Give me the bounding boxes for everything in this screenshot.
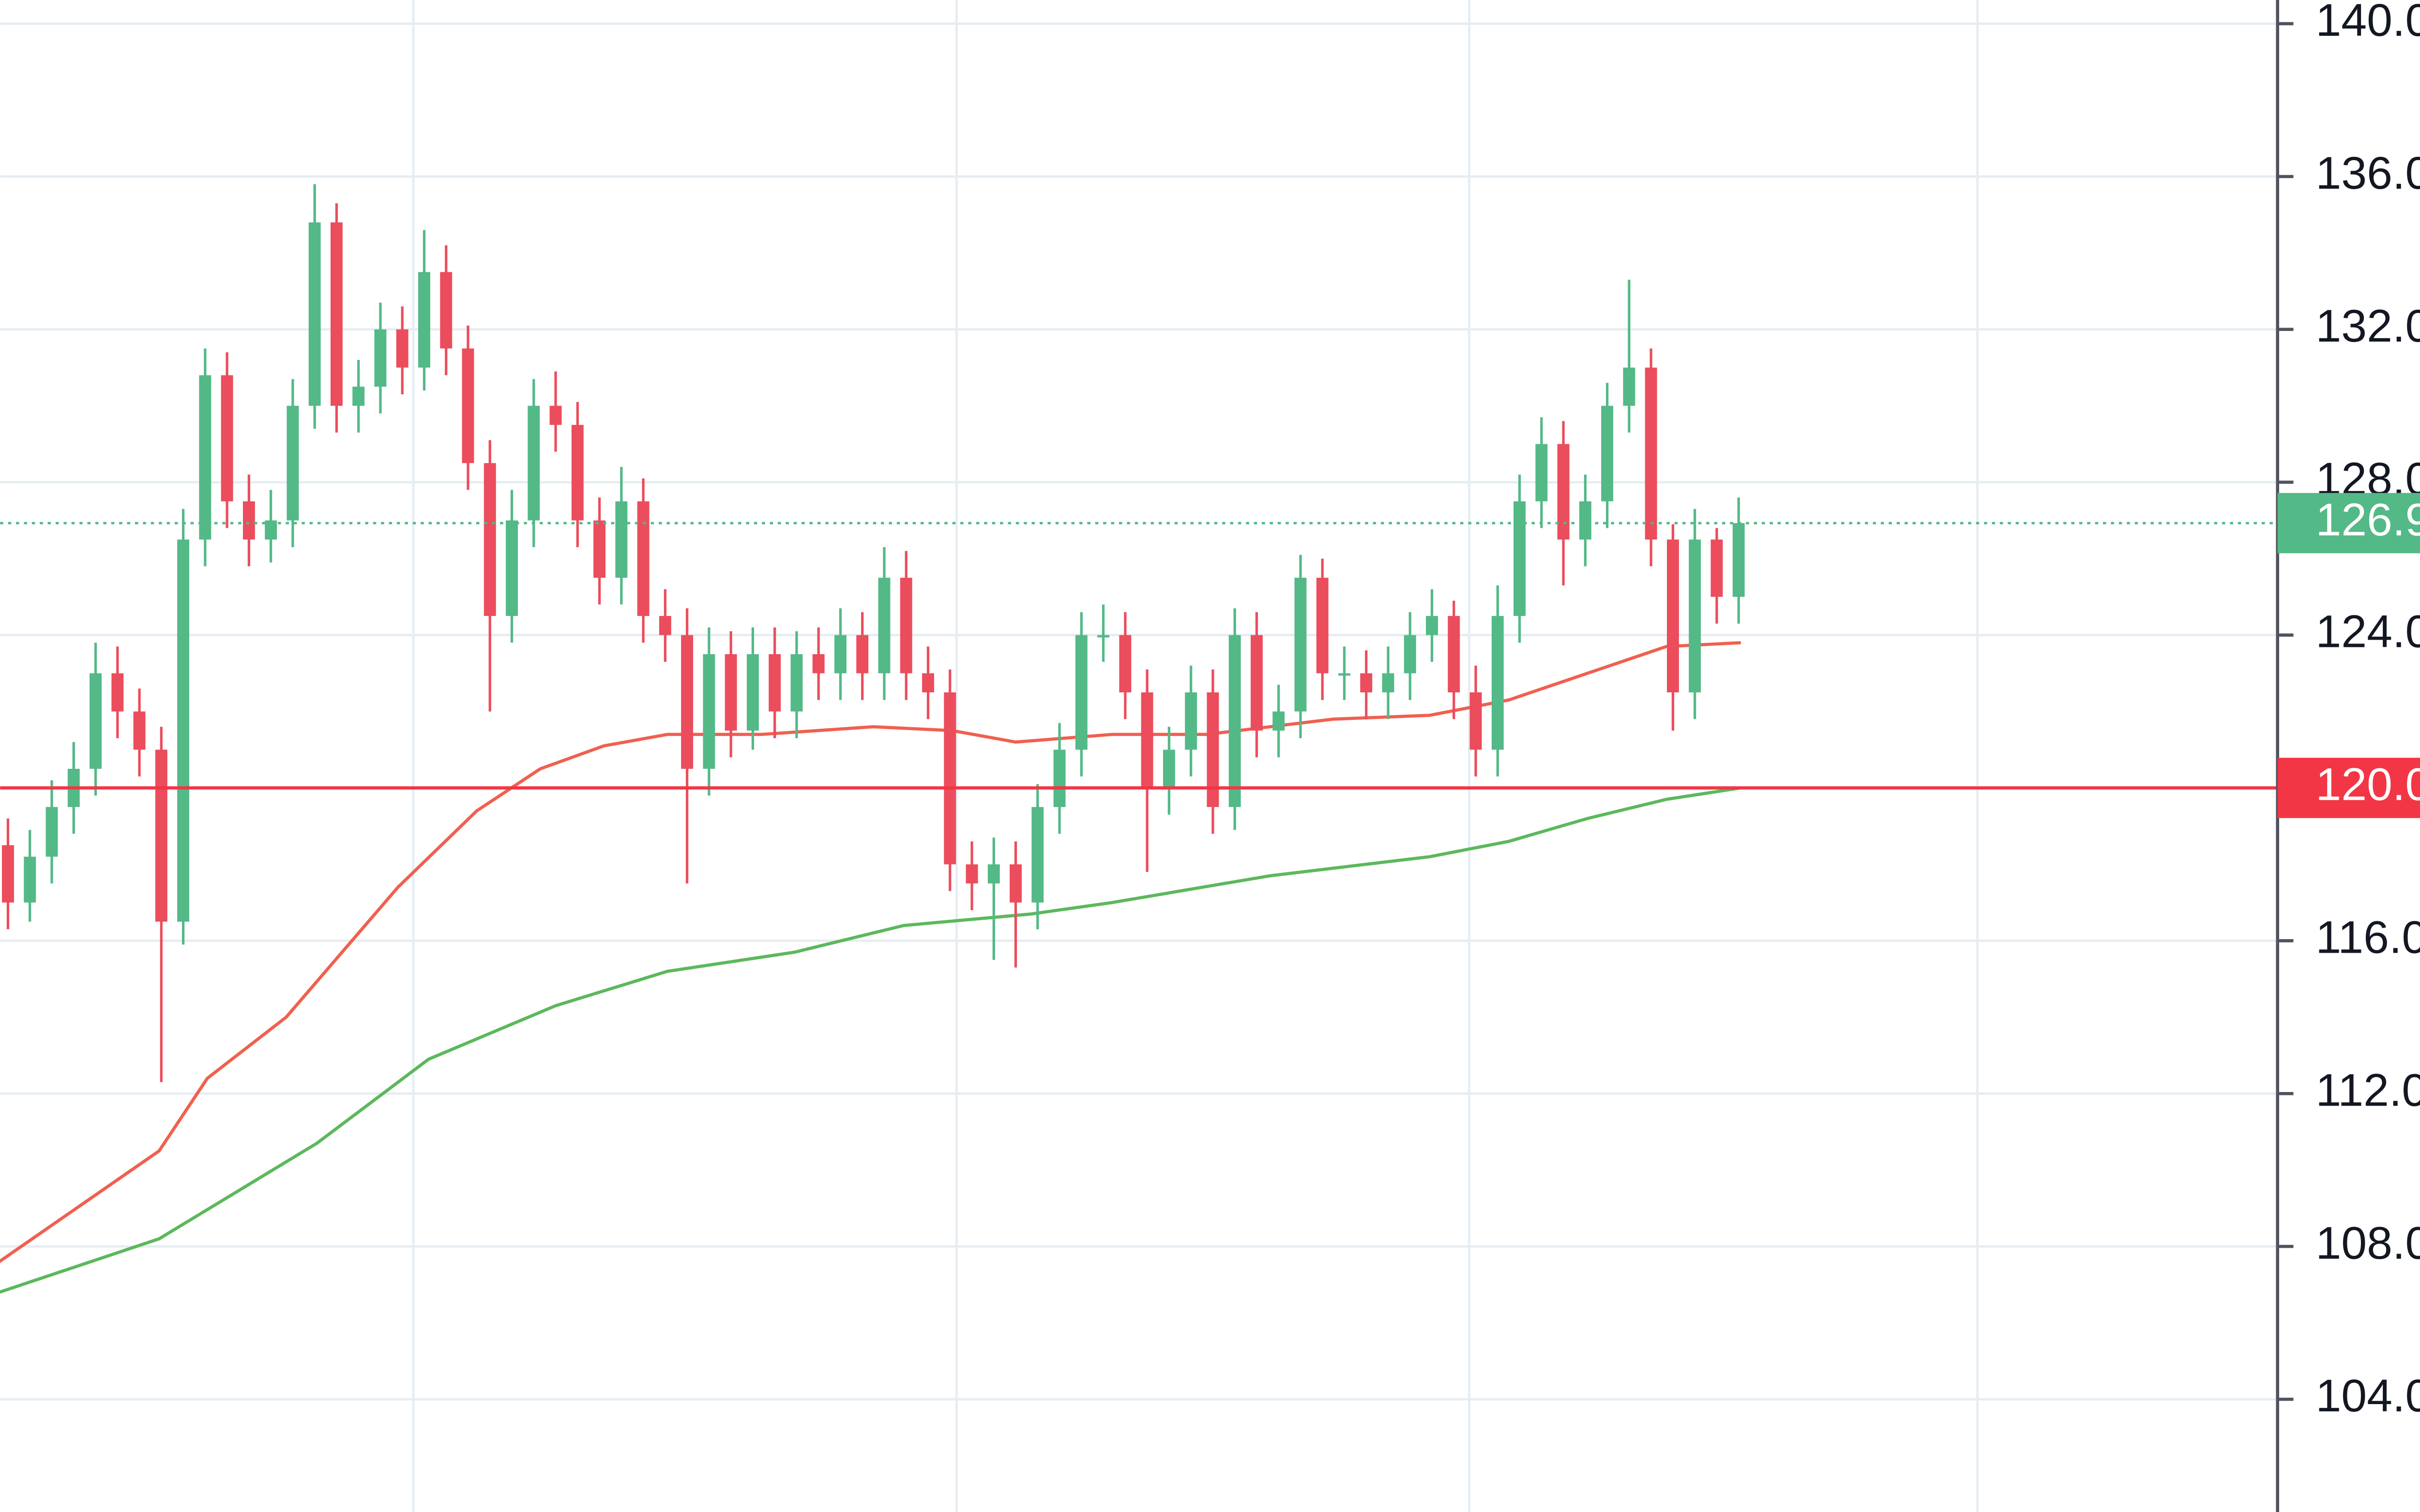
candle-body bbox=[615, 501, 628, 578]
candle-body bbox=[506, 520, 518, 616]
candle-body bbox=[790, 654, 803, 712]
candle-body bbox=[155, 749, 167, 922]
candle-body bbox=[1623, 367, 1635, 406]
candle-body bbox=[1448, 616, 1460, 693]
candle-body bbox=[90, 673, 102, 769]
candle-body bbox=[549, 405, 562, 425]
candle-body bbox=[199, 375, 212, 540]
candle-body bbox=[637, 501, 650, 616]
price-axis: 104.00108.00112.00116.00120.00124.00128.… bbox=[2276, 0, 2420, 1512]
candle-body bbox=[528, 405, 540, 521]
candle-body bbox=[1382, 673, 1394, 693]
candle-body bbox=[966, 864, 978, 883]
candle-body bbox=[308, 222, 321, 406]
candle-body bbox=[352, 387, 365, 406]
candle-body bbox=[900, 578, 912, 674]
candle-body bbox=[2, 845, 14, 903]
candle-body bbox=[287, 405, 299, 521]
candle-body bbox=[177, 539, 190, 922]
candle-body bbox=[1010, 864, 1022, 903]
candle-body bbox=[1251, 635, 1263, 731]
candle-body bbox=[1689, 539, 1701, 693]
candle-body bbox=[987, 864, 1000, 883]
candle-body bbox=[681, 635, 694, 769]
level-label: 120.00 bbox=[2315, 759, 2420, 810]
candle-body bbox=[1557, 444, 1570, 540]
candle-body bbox=[1031, 807, 1044, 903]
candle-body bbox=[1053, 749, 1066, 807]
candle-body bbox=[1491, 616, 1504, 750]
candle-body bbox=[1601, 405, 1614, 502]
candle-body bbox=[769, 654, 781, 712]
y-tick-label: 116.00 bbox=[2315, 912, 2420, 963]
candle-body bbox=[1645, 367, 1657, 540]
candle-body bbox=[1097, 635, 1110, 638]
y-tick-label: 132.00 bbox=[2315, 300, 2420, 352]
candle-body bbox=[834, 635, 847, 674]
candle-body bbox=[1426, 616, 1438, 635]
candle-body bbox=[1732, 523, 1745, 597]
candle-body bbox=[856, 635, 869, 674]
moving-average-line bbox=[0, 786, 1741, 1294]
candle-body bbox=[1272, 711, 1285, 731]
y-tick-label: 112.00 bbox=[2315, 1064, 2420, 1116]
candle-body bbox=[133, 711, 146, 750]
candle-body bbox=[462, 348, 474, 464]
candle-body bbox=[1075, 635, 1088, 750]
candle-body bbox=[418, 272, 430, 368]
candle-body bbox=[1141, 692, 1153, 788]
candle-body bbox=[1469, 692, 1482, 750]
candle-body bbox=[45, 807, 58, 857]
candle-body bbox=[1207, 692, 1219, 807]
candle-body bbox=[1294, 578, 1307, 712]
candle-body bbox=[1185, 692, 1197, 750]
y-tick-label: 136.00 bbox=[2315, 148, 2420, 199]
candle-body bbox=[1163, 749, 1175, 788]
candle-body bbox=[242, 501, 255, 540]
candle-body bbox=[944, 692, 956, 865]
candle-body bbox=[1228, 635, 1241, 807]
candle-body bbox=[1535, 444, 1548, 502]
candle-body bbox=[24, 856, 36, 903]
candle-body bbox=[1316, 578, 1329, 674]
candle-body bbox=[440, 272, 453, 349]
candle-body bbox=[1119, 635, 1132, 693]
candle-body bbox=[374, 329, 387, 387]
candle-body bbox=[812, 654, 825, 674]
candle-body bbox=[484, 463, 496, 616]
candle-body bbox=[922, 673, 934, 693]
candle-body bbox=[725, 654, 737, 731]
candle-body bbox=[1667, 539, 1679, 693]
y-tick-label: 124.00 bbox=[2315, 606, 2420, 658]
candle-body bbox=[1360, 673, 1373, 693]
last-price-badge bbox=[2277, 493, 2420, 554]
plot-area bbox=[0, 184, 2278, 1294]
candle-body bbox=[111, 673, 124, 712]
level-badge bbox=[2277, 758, 2420, 818]
candle-body bbox=[571, 425, 584, 521]
candle-body bbox=[1338, 673, 1350, 676]
candle-body bbox=[1710, 539, 1723, 597]
candle-body bbox=[746, 654, 759, 731]
candle-body bbox=[1579, 501, 1591, 540]
candle-body bbox=[878, 578, 891, 674]
candle-body bbox=[659, 616, 671, 635]
moving-average-line bbox=[0, 641, 1741, 1263]
candle-body bbox=[396, 329, 408, 368]
candle-body bbox=[703, 654, 715, 769]
candle-body bbox=[221, 375, 233, 502]
candle-body bbox=[1513, 501, 1526, 616]
last-price-label: 126.93 bbox=[2315, 494, 2420, 545]
candle-body bbox=[1404, 635, 1416, 674]
y-tick-label: 140.00 bbox=[2315, 0, 2420, 46]
candle-body bbox=[330, 222, 343, 406]
candle-body bbox=[593, 520, 606, 578]
y-tick-label: 108.00 bbox=[2315, 1217, 2420, 1269]
y-tick-label: 104.00 bbox=[2315, 1370, 2420, 1422]
